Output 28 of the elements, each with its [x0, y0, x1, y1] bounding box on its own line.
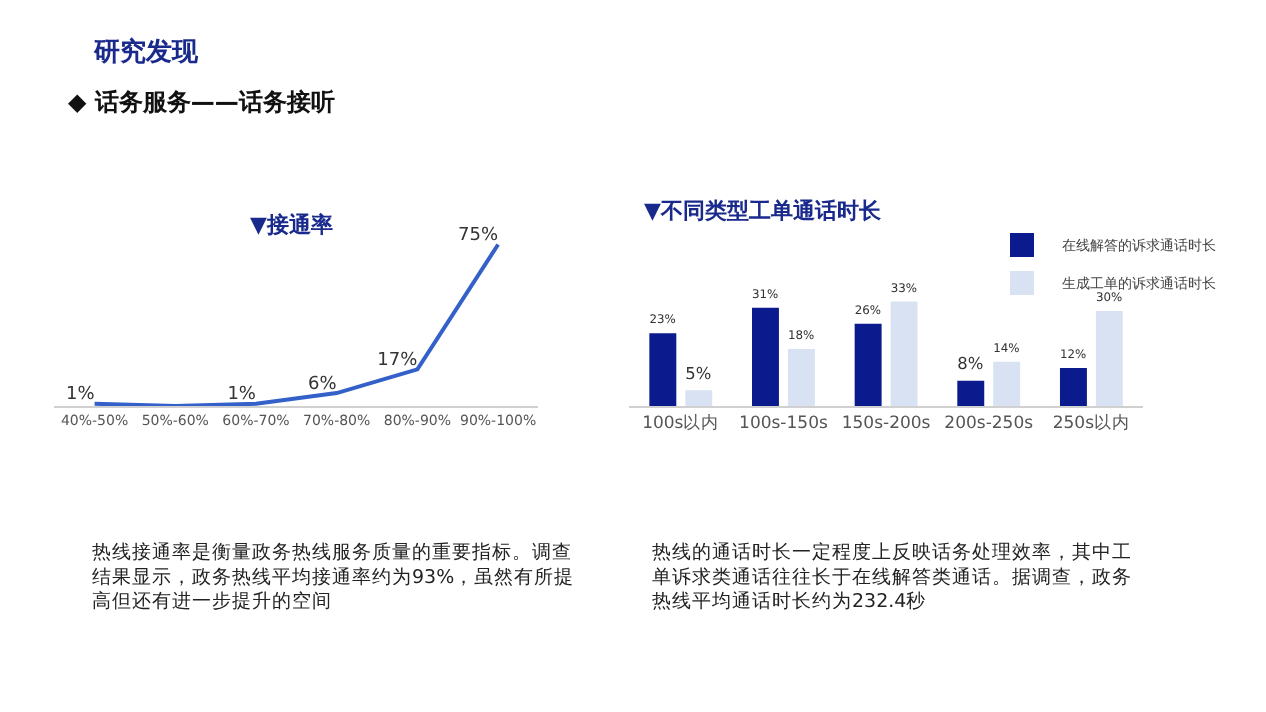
x-tick-label: 150s-200s: [841, 414, 932, 435]
bar: [993, 361, 1021, 406]
bar: [854, 323, 882, 406]
bar: [1095, 311, 1123, 406]
data-label: 8%: [957, 353, 984, 374]
bar: [1059, 368, 1087, 406]
bar: [787, 349, 815, 406]
text: 热线接通率是衡量政务热线服务质量的重要指标。调查结果显示，政务热线平均接通率约为93%，虽然有所提高但还有进一步提升的空间: [92, 540, 575, 614]
text: ◆ 话务服务——话务接听: [68, 88, 335, 116]
data-label: 17%: [377, 350, 419, 371]
bar: [957, 380, 985, 406]
bar: [649, 333, 677, 406]
data-label: 1%: [66, 385, 96, 406]
text: 热线的通话时长一定程度上反映话务处理效率，其中工单诉求类通话往往长于在线解答类通话。据调查，政务热线平均通话时长约为232.4秒: [652, 540, 1132, 614]
bar: [890, 301, 918, 406]
bar: [685, 390, 713, 406]
data-label: 75%: [458, 226, 499, 246]
x-tick-label: 250s以内: [1052, 412, 1131, 435]
data-label: 5%: [685, 362, 712, 383]
data-label: 6%: [308, 374, 338, 395]
x-tick-label: 200s-250s: [944, 414, 1035, 435]
text: 研究发现: [92, 36, 200, 68]
data-label: 1%: [227, 385, 257, 406]
bar: [752, 307, 779, 406]
x-tick-label: 100s-150s: [739, 414, 829, 435]
chart-title: ▼接通率: [250, 212, 333, 238]
x-tick-label: 100s以内: [642, 412, 720, 435]
chart-title: ▼不同类型工单通话时长: [644, 198, 883, 224]
